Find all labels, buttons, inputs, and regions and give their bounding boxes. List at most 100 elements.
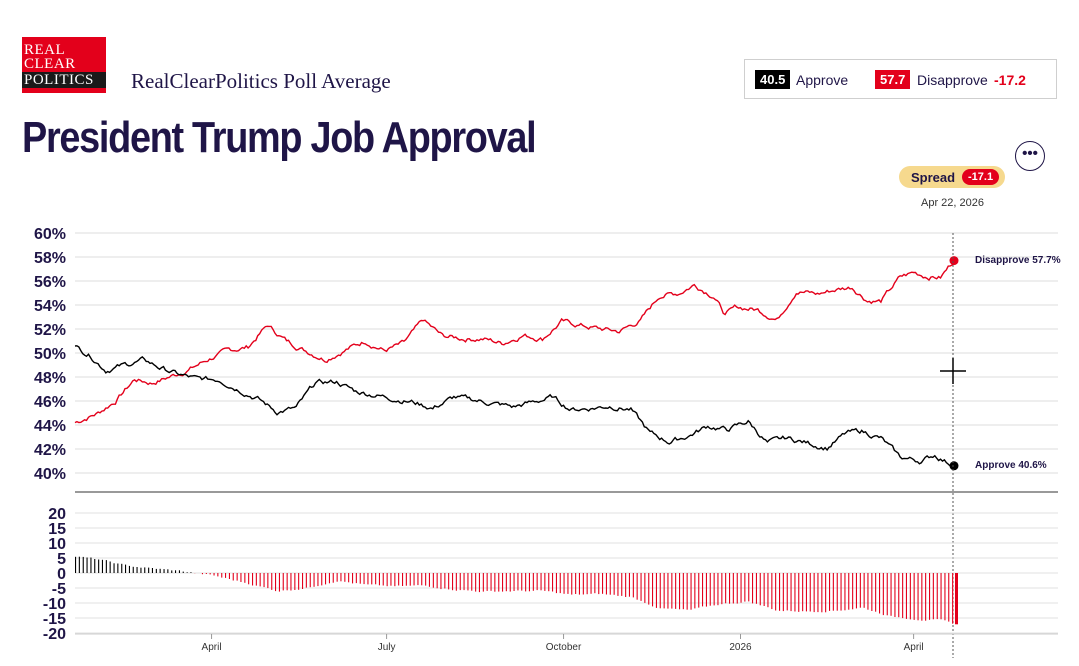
spread-bar <box>359 573 361 584</box>
spread-bar <box>605 573 607 595</box>
spread-bar <box>613 573 615 595</box>
spread-bar <box>402 573 404 586</box>
spread-bar <box>744 573 746 602</box>
spread-bar <box>394 573 396 587</box>
spread-bar <box>163 569 165 573</box>
spread-bar <box>340 573 342 582</box>
spread-bar <box>759 573 761 606</box>
disapprove-label: Disapprove <box>917 72 988 88</box>
spread-bar <box>225 573 227 578</box>
spread-bar <box>632 573 634 598</box>
spread-bar <box>498 573 500 592</box>
spread-bar <box>948 573 950 622</box>
spread-bar <box>128 565 130 573</box>
spread-bar <box>755 573 757 604</box>
spread-bar <box>140 567 142 573</box>
spread-bar <box>571 573 573 595</box>
y-tick-label: 56% <box>34 274 66 291</box>
spread-bar <box>282 573 284 591</box>
spread-bar <box>78 556 80 573</box>
y-tick-label: 44% <box>34 418 66 435</box>
spread-bar-current <box>955 573 958 625</box>
spread-bar <box>640 573 642 601</box>
spread-bar <box>117 563 119 573</box>
spread-bar <box>417 573 419 586</box>
spread-bar <box>151 568 153 573</box>
spread-bar <box>782 573 784 612</box>
spread-bar <box>752 573 754 604</box>
spread-bar <box>309 573 311 588</box>
page-title: President Trump Job Approval <box>22 113 537 162</box>
spread-bar <box>544 573 546 591</box>
spread-bar <box>721 573 723 605</box>
spread-bar <box>779 573 781 611</box>
spread-bar <box>725 573 727 604</box>
spread-bar <box>186 572 188 573</box>
spread-bar <box>536 573 538 591</box>
disapprove-hover-label: Disapprove 57.7% <box>975 255 1061 266</box>
spread-bar <box>275 573 277 592</box>
spread-bar <box>594 573 596 594</box>
spread-bar <box>105 560 107 573</box>
spread-bar <box>159 568 161 573</box>
spread-bar <box>836 573 838 611</box>
spread-bar <box>636 573 638 600</box>
spread-bar <box>805 573 807 612</box>
spread-bar <box>909 573 911 620</box>
spread-y-tick-label: -15 <box>43 611 66 628</box>
spread-bar <box>798 573 800 612</box>
spread-bar <box>244 573 246 583</box>
spread-bar <box>494 573 496 592</box>
spread-bar <box>786 573 788 611</box>
spread-bar <box>367 573 369 585</box>
spread-bar <box>767 573 769 608</box>
spread-bar <box>428 573 430 587</box>
spread-bar <box>75 556 77 573</box>
spread-bar <box>228 573 230 579</box>
spread-bar <box>929 573 931 620</box>
spread-bar <box>440 573 442 590</box>
spread-bar <box>628 573 630 597</box>
spread-bar <box>882 573 884 616</box>
spread-bar <box>509 573 511 592</box>
spread-bar <box>352 573 354 584</box>
rcp-logo[interactable]: REAL CLEAR POLITICS <box>22 37 106 93</box>
spread-badge: Spread -17.1 <box>899 166 1005 188</box>
spread-bar <box>459 573 461 591</box>
ellipsis-icon[interactable]: ••• <box>1015 141 1045 171</box>
spread-y-tick-label: -10 <box>43 596 66 613</box>
spread-bar <box>467 573 469 591</box>
poll-average-subtitle: RealClearPolitics Poll Average <box>131 69 391 93</box>
approve-label: Approve <box>796 72 849 88</box>
spread-bar <box>267 573 269 589</box>
spread-bar <box>294 573 296 590</box>
spread-bar <box>171 570 173 573</box>
spread-bar <box>694 573 696 609</box>
spread-bar <box>871 573 873 611</box>
series-end-point-disapprove <box>949 256 959 266</box>
spread-bar <box>252 573 254 586</box>
spread-bar <box>167 569 169 573</box>
spread-bar <box>532 573 534 591</box>
spread-bar <box>321 573 323 586</box>
spread-bar <box>875 573 877 612</box>
spread-bar <box>121 563 123 573</box>
spread-bar <box>717 573 719 606</box>
spread-bar <box>144 567 146 573</box>
spread-bar <box>82 556 84 573</box>
y-tick-label: 40% <box>34 466 66 483</box>
spread-bar <box>848 573 850 610</box>
spread-bar <box>109 561 111 573</box>
spread-bar <box>125 564 127 573</box>
disapprove-value-badge: 57.7 <box>875 70 911 89</box>
spread-bar <box>178 570 180 573</box>
spread-bar <box>586 573 588 595</box>
spread-bar <box>332 573 334 583</box>
spread-bar <box>398 573 400 586</box>
spread-bar <box>205 573 207 574</box>
spread-bar <box>582 573 584 595</box>
spread-bar <box>794 573 796 612</box>
spread-bar <box>690 573 692 610</box>
spread-label: Spread <box>911 170 956 185</box>
